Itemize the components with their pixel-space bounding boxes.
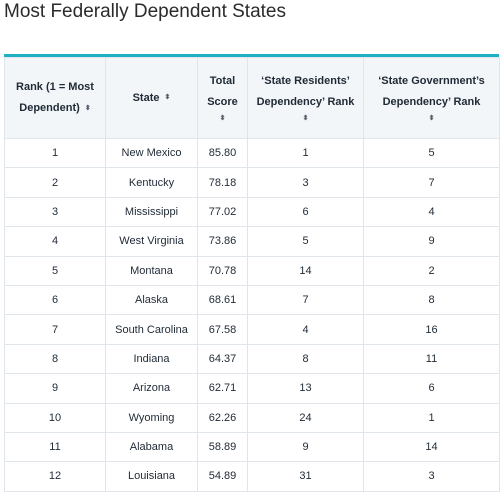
government-rank-cell: 7 (363, 167, 500, 198)
table-row: 8 Indiana 64.37 8 11 (4, 343, 500, 375)
state-cell: Alabama (105, 431, 198, 463)
state-cell: Kentucky (105, 167, 198, 198)
government-rank-cell: 2 (363, 255, 500, 286)
score-cell: 67.58 (197, 314, 248, 345)
column-header-government-rank[interactable]: ‘State Government’s Dependency’ Rank ⬍ (363, 57, 500, 139)
government-rank-cell: 5 (363, 137, 500, 169)
score-cell: 73.86 (197, 226, 248, 257)
state-cell: Alaska (105, 284, 198, 316)
rank-cell: 8 (4, 343, 106, 375)
column-header-state[interactable]: State ⬍ (105, 57, 198, 139)
state-cell: Mississippi (105, 196, 198, 228)
rank-cell: 10 (4, 402, 106, 433)
table-row: 11 Alabama 58.89 9 14 (4, 431, 500, 463)
rank-cell: 5 (4, 255, 106, 286)
dependency-table: Rank (1 = Most Dependent) ⬍ State ⬍ Tota… (4, 57, 500, 492)
score-cell: 64.37 (197, 343, 248, 375)
score-cell: 54.89 (197, 461, 248, 492)
rank-cell: 7 (4, 314, 106, 345)
data-table-container: Rank (1 = Most Dependent) ⬍ State ⬍ Tota… (4, 54, 500, 492)
residents-rank-cell: 7 (247, 284, 364, 316)
government-rank-cell: 4 (363, 196, 500, 228)
residents-rank-cell: 4 (247, 314, 364, 345)
score-cell: 68.61 (197, 284, 248, 316)
score-cell: 70.78 (197, 255, 248, 286)
government-rank-cell: 1 (363, 402, 500, 433)
table-row: 4 West Virginia 73.86 5 9 (4, 226, 500, 257)
table-row: 2 Kentucky 78.18 3 7 (4, 167, 500, 198)
rank-cell: 12 (4, 461, 106, 492)
state-cell: South Carolina (105, 314, 198, 345)
table-row: 6 Alaska 68.61 7 8 (4, 284, 500, 316)
state-cell: West Virginia (105, 226, 198, 257)
sort-icon[interactable]: ⬍ (219, 115, 226, 122)
rank-cell: 6 (4, 284, 106, 316)
table-row: 12 Louisiana 54.89 31 3 (4, 461, 500, 492)
residents-rank-cell: 8 (247, 343, 364, 375)
table-body: 1 New Mexico 85.80 1 5 2 Kentucky 78.18 3 7 3 Missi… (4, 137, 500, 492)
government-rank-cell: 8 (363, 284, 500, 316)
government-rank-cell: 3 (363, 461, 500, 492)
table-row: 10 Wyoming 62.26 24 1 (4, 402, 500, 433)
score-cell: 62.71 (197, 373, 248, 404)
column-header-total-score[interactable]: Total Score ⬍ (197, 57, 248, 139)
state-cell: Arizona (105, 373, 198, 404)
score-cell: 62.26 (197, 402, 248, 433)
table-header-row: Rank (1 = Most Dependent) ⬍ State ⬍ Tota… (4, 57, 500, 139)
government-rank-cell: 9 (363, 226, 500, 257)
government-rank-cell: 11 (363, 343, 500, 375)
residents-rank-cell: 6 (247, 196, 364, 228)
residents-rank-cell: 13 (247, 373, 364, 404)
residents-rank-cell: 31 (247, 461, 364, 492)
state-cell: Indiana (105, 343, 198, 375)
state-cell: New Mexico (105, 137, 198, 169)
table-row: 9 Arizona 62.71 13 6 (4, 373, 500, 404)
rank-cell: 9 (4, 373, 106, 404)
table-row: 1 New Mexico 85.80 1 5 (4, 137, 500, 169)
rank-cell: 2 (4, 167, 106, 198)
government-rank-cell: 16 (363, 314, 500, 345)
residents-rank-cell: 9 (247, 431, 364, 463)
score-cell: 78.18 (197, 167, 248, 198)
government-rank-cell: 14 (363, 431, 500, 463)
residents-rank-cell: 5 (247, 226, 364, 257)
score-cell: 77.02 (197, 196, 248, 228)
sort-icon[interactable]: ⬍ (302, 115, 309, 122)
score-cell: 85.80 (197, 137, 248, 169)
state-cell: Louisiana (105, 461, 198, 492)
residents-rank-cell: 1 (247, 137, 364, 169)
sort-icon[interactable]: ⬍ (84, 104, 91, 112)
column-header-residents-rank[interactable]: ‘State Residents’ Dependency’ Rank ⬍ (247, 57, 364, 139)
sort-icon[interactable]: ⬍ (164, 94, 171, 102)
state-cell: Montana (105, 255, 198, 286)
residents-rank-cell: 24 (247, 402, 364, 433)
state-cell: Wyoming (105, 402, 198, 433)
sort-icon[interactable]: ⬍ (428, 115, 435, 122)
residents-rank-cell: 3 (247, 167, 364, 198)
rank-cell: 11 (4, 431, 106, 463)
table-row: 7 South Carolina 67.58 4 16 (4, 314, 500, 345)
residents-rank-cell: 14 (247, 255, 364, 286)
column-header-rank[interactable]: Rank (1 = Most Dependent) ⬍ (4, 57, 106, 139)
government-rank-cell: 6 (363, 373, 500, 404)
table-row: 5 Montana 70.78 14 2 (4, 255, 500, 286)
table-row: 3 Mississippi 77.02 6 4 (4, 196, 500, 228)
rank-cell: 1 (4, 137, 106, 169)
score-cell: 58.89 (197, 431, 248, 463)
rank-cell: 4 (4, 226, 106, 257)
page-title: Most Federally Dependent States (4, 1, 286, 22)
rank-cell: 3 (4, 196, 106, 228)
